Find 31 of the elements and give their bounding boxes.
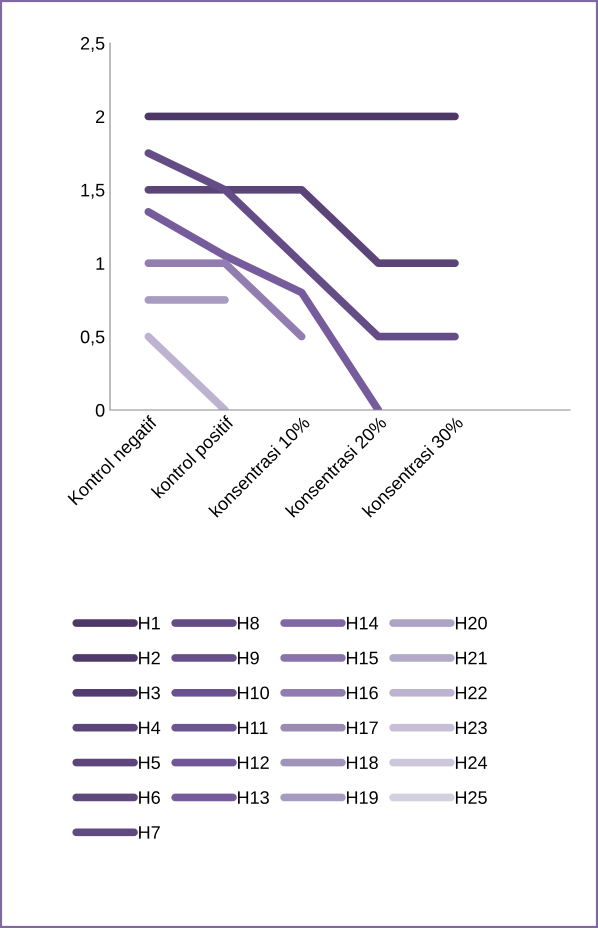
legend-label: H8 [238,616,259,630]
legend-label: H18 [346,756,378,770]
legend-label: H19 [346,791,378,804]
legend-label: H21 [456,652,487,664]
legend-label: H24 [456,756,488,769]
legend-label: H15 [346,652,378,664]
legend-label: H3 [139,686,160,700]
legend-label: H6 [139,791,160,804]
legend-label: H7 [139,826,160,839]
legend-label: H11 [238,722,268,734]
legend-label: H1 [139,616,160,630]
legend-label: H12 [238,756,269,769]
legend-label: H4 [139,722,160,734]
y-tick-label: 1,5 [81,184,104,199]
legend-label: H20 [456,616,487,630]
legend-label: H13 [238,791,269,804]
legend-label: H5 [139,756,160,770]
legend-label: H10 [238,686,269,700]
legend-label: H14 [346,616,378,630]
legend-label: H22 [456,686,487,700]
legend-label: H2 [139,652,160,664]
legend-label: H23 [456,721,487,734]
legend-label: H16 [346,686,378,700]
y-tick-label: 1 [96,257,104,270]
y-tick-label: 0 [96,404,104,417]
legend-label: H25 [456,791,487,804]
legend-label: H17 [346,722,378,734]
y-tick-label: 0,5 [80,330,104,346]
y-tick-label: 2,5 [80,36,104,52]
legend-label: H9 [238,652,259,664]
y-tick-label: 2 [96,110,104,123]
